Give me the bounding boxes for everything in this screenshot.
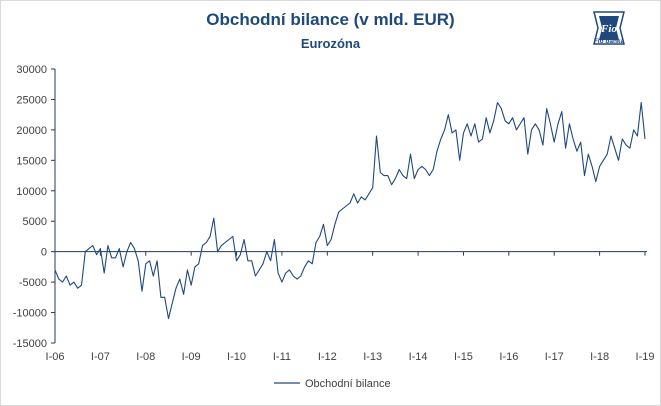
y-tick-label: 20000 [16, 125, 47, 137]
y-tick-label: -5000 [19, 277, 47, 289]
series-layer [54, 101, 646, 320]
chart-title: Obchodní bilance (v mld. EUR) [206, 10, 455, 29]
x-tick-label: I-17 [545, 351, 564, 363]
legend-label: Obchodní bilance [305, 378, 391, 390]
y-tick-label: -15000 [13, 338, 47, 350]
fio-logo-icon: Fio [593, 11, 625, 45]
series-line-obchodni-bilance [54, 101, 646, 320]
logo-mark: Fio [600, 23, 617, 35]
y-tick-label: 25000 [16, 94, 47, 106]
y-tick-label: 10000 [16, 186, 47, 198]
x-tick-label: I-18 [590, 351, 609, 363]
x-axis: I-06 I-07 I-08 I-09 I-10 I-11 I-12 I-13 I-14 I-15… [46, 251, 655, 363]
y-tick-label: 0 [41, 247, 47, 259]
logo-text: Fio banka [593, 38, 625, 45]
x-tick-label: I-12 [318, 351, 337, 363]
y-tick-label: 15000 [16, 155, 47, 167]
x-tick-label: I-08 [136, 351, 155, 363]
x-tick-label: I-09 [182, 351, 201, 363]
y-tick-label: -10000 [13, 308, 47, 320]
x-tick-label: I-14 [409, 351, 428, 363]
legend: Obchodní bilance [274, 378, 391, 390]
x-tick-label: I-19 [636, 351, 655, 363]
x-tick-label: I-06 [46, 351, 65, 363]
y-tick-label: 5000 [23, 216, 47, 228]
x-tick-label: I-13 [363, 351, 382, 363]
chart-subtitle: Eurozóna [300, 36, 361, 51]
x-tick-label: I-15 [454, 351, 473, 363]
x-tick-label: I-11 [273, 351, 291, 363]
x-tick-label: I-10 [227, 351, 246, 363]
x-tick-label: I-16 [499, 351, 518, 363]
x-tick-label: I-07 [91, 351, 110, 363]
y-tick-label: 30000 [16, 64, 47, 76]
y-axis: -15000 -10000 -5000 0 5000 10000 15000 20000 250… [13, 64, 56, 350]
